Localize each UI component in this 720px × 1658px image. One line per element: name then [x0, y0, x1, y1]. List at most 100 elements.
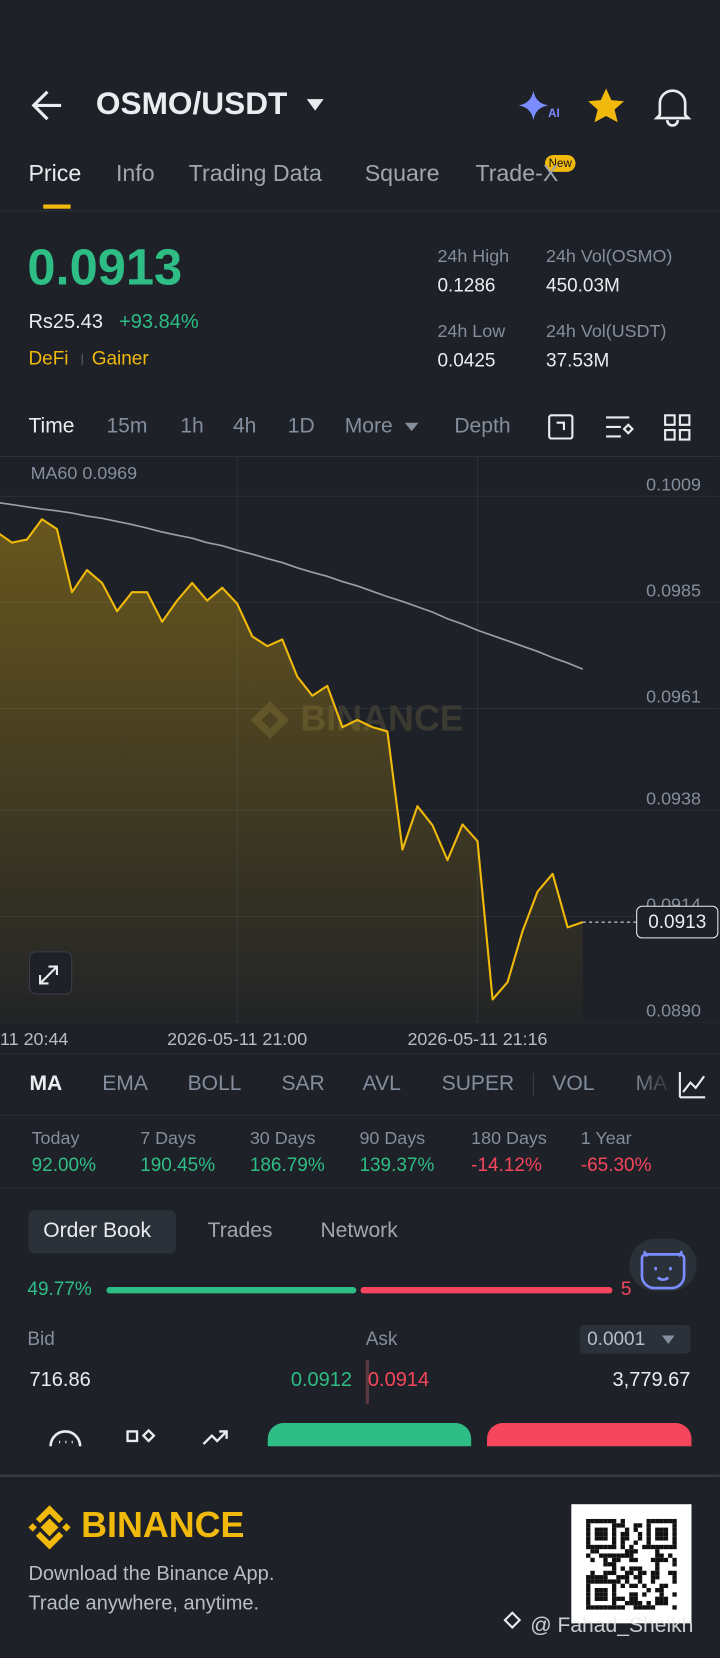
qr-cell	[611, 1553, 617, 1558]
buy-button[interactable]	[267, 1423, 472, 1447]
interval[interactable]: 4h	[233, 414, 256, 437]
indicator[interactable]: EMA	[102, 1072, 149, 1095]
qr-cell	[659, 1518, 664, 1524]
qr-cell	[655, 1527, 660, 1532]
order-tab[interactable]: Network	[320, 1219, 398, 1242]
qr-cell	[611, 1557, 617, 1563]
period-change: 92.00%	[32, 1155, 96, 1176]
tool-icon[interactable]	[606, 416, 634, 438]
more-dropdown[interactable]	[404, 422, 419, 432]
stat-value: 0.0425	[437, 351, 495, 372]
interval[interactable]: Depth	[454, 414, 510, 437]
qr-cell	[659, 1544, 664, 1550]
qr-cell	[603, 1518, 608, 1524]
qr-cell	[672, 1531, 677, 1537]
order-tab[interactable]: Order Book	[43, 1219, 151, 1242]
tool-icon[interactable]	[548, 414, 574, 440]
favorite-star[interactable]	[588, 88, 625, 123]
qr-cell	[603, 1579, 608, 1584]
qr-cell	[611, 1570, 617, 1576]
more-button[interactable]	[49, 1430, 82, 1447]
indicator-settings[interactable]	[678, 1072, 706, 1099]
qr-cell	[655, 1518, 660, 1524]
qr-cell	[603, 1531, 608, 1537]
qr-cell	[637, 1570, 643, 1576]
qr-cell	[599, 1536, 604, 1541]
fiat-price: Rs25.43	[28, 311, 103, 333]
assistant-button[interactable]	[629, 1238, 697, 1292]
tool-icon[interactable]	[664, 414, 691, 441]
qr-cell	[646, 1600, 651, 1606]
precision-dropdown[interactable]	[579, 1325, 691, 1354]
qr-cell	[629, 1544, 634, 1550]
interval[interactable]: 1h	[180, 414, 203, 437]
qr-cell	[599, 1544, 604, 1550]
last-price-box	[636, 905, 719, 939]
qr-cell	[594, 1575, 600, 1580]
qr-cell	[607, 1518, 612, 1524]
qr-cell	[659, 1536, 664, 1541]
qr-cell	[663, 1583, 669, 1589]
qr-cell	[624, 1536, 630, 1541]
pair-dropdown[interactable]	[306, 99, 324, 111]
qr-cell	[637, 1536, 643, 1541]
tab[interactable]: Trading Data	[189, 160, 322, 186]
qr-cell	[624, 1579, 630, 1584]
qr-cell	[616, 1523, 621, 1528]
qr-cell	[633, 1566, 638, 1571]
last-price-tag: 0.0913	[648, 912, 706, 933]
scroll-fade	[632, 1064, 677, 1105]
indicator[interactable]: AVL	[363, 1072, 402, 1095]
indicator[interactable]: MA	[30, 1072, 63, 1095]
qr-cell	[637, 1575, 643, 1580]
indicator[interactable]: VOL	[552, 1072, 594, 1095]
qr-cell	[594, 1596, 600, 1601]
interval[interactable]: More	[345, 414, 393, 437]
qr-cell	[611, 1518, 617, 1524]
back-button[interactable]	[31, 90, 62, 121]
interval[interactable]: Time	[28, 414, 74, 437]
convert-button[interactable]	[126, 1428, 156, 1443]
interval[interactable]: 1D	[288, 414, 315, 437]
qr-cell	[607, 1570, 612, 1576]
qr-cell	[616, 1575, 621, 1580]
qr-cell	[637, 1579, 643, 1584]
ma-line	[0, 501, 584, 670]
qr-cell	[586, 1544, 591, 1550]
tool-icon-mark	[556, 421, 565, 431]
sell-button[interactable]	[486, 1423, 692, 1447]
y-tick-label: 0.0890	[646, 1001, 701, 1021]
logo-part	[28, 1505, 71, 1550]
tab[interactable]: Trade-X	[475, 160, 558, 186]
qr-cell	[586, 1588, 591, 1593]
pair-title[interactable]: OSMO/USDT	[96, 85, 287, 121]
order-tab[interactable]: Trades	[208, 1219, 273, 1242]
qr-cell	[603, 1588, 608, 1593]
tab[interactable]: Info	[116, 160, 155, 186]
qr-cell	[599, 1518, 604, 1524]
qr-cell	[603, 1553, 608, 1558]
tag[interactable]: DeFi	[28, 348, 68, 369]
interval[interactable]: 15m	[106, 414, 147, 437]
indicator[interactable]: SAR	[281, 1072, 324, 1095]
y-tick-label: 0.1009	[646, 474, 701, 494]
period-label: 90 Days	[359, 1128, 425, 1148]
trade-button[interactable]	[202, 1430, 228, 1445]
qr-cell	[663, 1544, 669, 1550]
indicator[interactable]: BOLL	[188, 1072, 242, 1095]
tab[interactable]: Square	[365, 160, 440, 186]
qr-cell	[611, 1566, 617, 1571]
qr-cell	[594, 1544, 600, 1550]
qr-cell	[620, 1583, 625, 1589]
indicator[interactable]: SUPER	[442, 1072, 515, 1095]
qr-cell	[629, 1557, 634, 1563]
qr-cell	[672, 1536, 677, 1541]
ai-icon[interactable]	[518, 90, 549, 121]
qr-cell	[646, 1540, 651, 1545]
alert-bell[interactable]	[653, 89, 692, 127]
period-change: -65.30%	[581, 1155, 652, 1176]
tag[interactable]: Gainer	[92, 348, 149, 369]
qr-cell	[586, 1527, 591, 1532]
tab[interactable]: Price	[28, 160, 81, 186]
qr-cell	[650, 1579, 656, 1584]
